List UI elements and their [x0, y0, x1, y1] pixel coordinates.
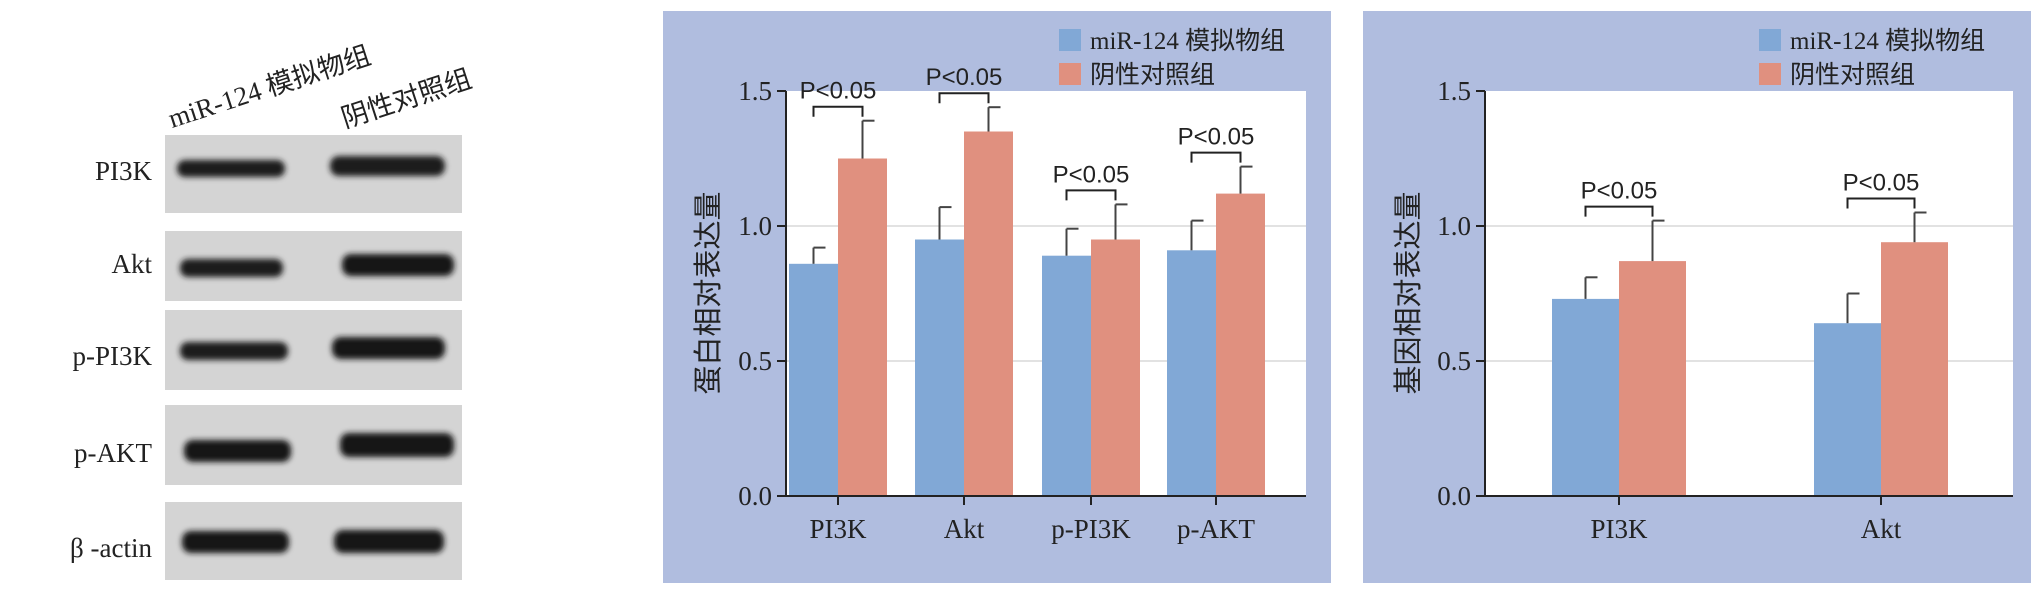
bar-akt-control: [964, 131, 1013, 496]
bar-akt-mimic: [1814, 323, 1881, 496]
y-tick-label: 1.5: [738, 76, 772, 106]
y-tick-label: 0.5: [738, 346, 772, 376]
legend-label-control: 阴性对照组: [1090, 61, 1215, 89]
y-tick-label: 1.5: [1437, 76, 1471, 106]
x-tick-label-akt: Akt: [944, 514, 985, 544]
y-tick-label: 1.0: [738, 211, 772, 241]
y-tick-label: 0.5: [1437, 346, 1471, 376]
bar-akt-mimic: [915, 239, 964, 496]
y-axis-label: 蛋白相对表达量: [692, 191, 725, 394]
x-tick-label-p-akt: p-AKT: [1177, 514, 1255, 544]
blot-row-label-p-akt: p-AKT: [74, 438, 152, 468]
significance-bracket: [1584, 205, 1654, 217]
x-tick-label-pi3k: PI3K: [1590, 514, 1648, 544]
x-tick-label-pi3k: PI3K: [809, 514, 867, 544]
significance-label: P<0.05: [1178, 124, 1255, 151]
significance-label: P<0.05: [926, 64, 1003, 91]
bar-p-pi3k-control: [1091, 239, 1140, 496]
bar-pi3k-control: [1619, 261, 1686, 496]
blot-band-p-pi3k-control: [332, 337, 445, 359]
legend-swatch-control: [1059, 63, 1081, 85]
legend-swatch-mimic: [1759, 29, 1781, 51]
significance-label: P<0.05: [800, 78, 877, 105]
blot-band-p-akt-control: [340, 433, 454, 457]
significance-label: P<0.05: [1581, 178, 1658, 205]
blot-row-label-beta-actin: β -actin: [70, 533, 152, 563]
blot-band-akt-control: [342, 254, 454, 276]
significance-bracket: [938, 92, 990, 104]
significance-bracket: [1846, 197, 1916, 209]
protein-expression-chart: P<0.05 P<0.05 P<0.05 P<0.05 0.0 0.5 1.0 1.5 PI…: [663, 11, 1331, 583]
blot-band-beta-actin-control: [334, 530, 444, 553]
bar-p-akt-control: [1216, 193, 1265, 496]
legend-label-mimic: miR-124 模拟物组: [1790, 27, 1985, 55]
bar-pi3k-mimic: [1552, 298, 1619, 496]
blot-band-beta-actin-mimic: [182, 531, 289, 553]
bar-pi3k-mimic: [789, 263, 838, 496]
significance-bracket: [812, 105, 864, 117]
significance-label: P<0.05: [1053, 161, 1130, 188]
bar-pi3k-control: [838, 158, 887, 496]
blot-band-pi3k-mimic: [177, 160, 285, 177]
legend-swatch-mimic: [1059, 29, 1081, 51]
bar-p-akt-mimic: [1167, 250, 1216, 496]
blot-row-label-p-pi3k: p-PI3K: [73, 341, 153, 371]
blot-band-p-akt-mimic: [184, 440, 291, 462]
x-tick-label-akt: Akt: [1861, 514, 1902, 544]
blot-column-label-control: 阴性对照组: [338, 63, 476, 133]
significance-label: P<0.05: [1843, 170, 1920, 197]
gene-expression-chart: P<0.05 P<0.05 0.0 0.5 1.0 1.5 PI3K Akt 基因相对表达…: [1363, 11, 2031, 583]
legend-label-mimic: miR-124 模拟物组: [1090, 27, 1285, 55]
blot-row-label-akt: Akt: [112, 249, 153, 279]
y-tick-label: 0.0: [738, 481, 772, 511]
x-tick-label-p-pi3k: p-PI3K: [1051, 514, 1131, 544]
western-blot-figure: miR-124 模拟物组 阴性对照组 PI3K Akt p-PI3K p-AKT…: [0, 0, 640, 595]
western-blot-svg: miR-124 模拟物组 阴性对照组 PI3K Akt p-PI3K p-AKT…: [70, 40, 476, 580]
blot-band-akt-mimic: [180, 259, 283, 277]
legend-label-control: 阴性对照组: [1790, 61, 1915, 89]
significance-bracket: [1065, 189, 1117, 201]
gene-expression-chart-panel: P<0.05 P<0.05 0.0 0.5 1.0 1.5 PI3K Akt 基因相对表达…: [1363, 11, 2031, 583]
blot-band-pi3k-control: [330, 156, 445, 176]
blot-row-label-pi3k: PI3K: [95, 156, 153, 186]
y-axis-label: 基因相对表达量: [1392, 191, 1425, 394]
protein-expression-chart-panel: P<0.05 P<0.05 P<0.05 P<0.05 0.0 0.5 1.0 1.5 PI…: [663, 11, 1331, 583]
legend-swatch-control: [1759, 63, 1781, 85]
bar-p-pi3k-mimic: [1042, 255, 1091, 496]
y-tick-label: 0.0: [1437, 481, 1471, 511]
blot-band-p-pi3k-mimic: [180, 342, 288, 360]
y-tick-label: 1.0: [1437, 211, 1471, 241]
significance-bracket: [1190, 151, 1242, 163]
bar-akt-control: [1881, 242, 1948, 496]
